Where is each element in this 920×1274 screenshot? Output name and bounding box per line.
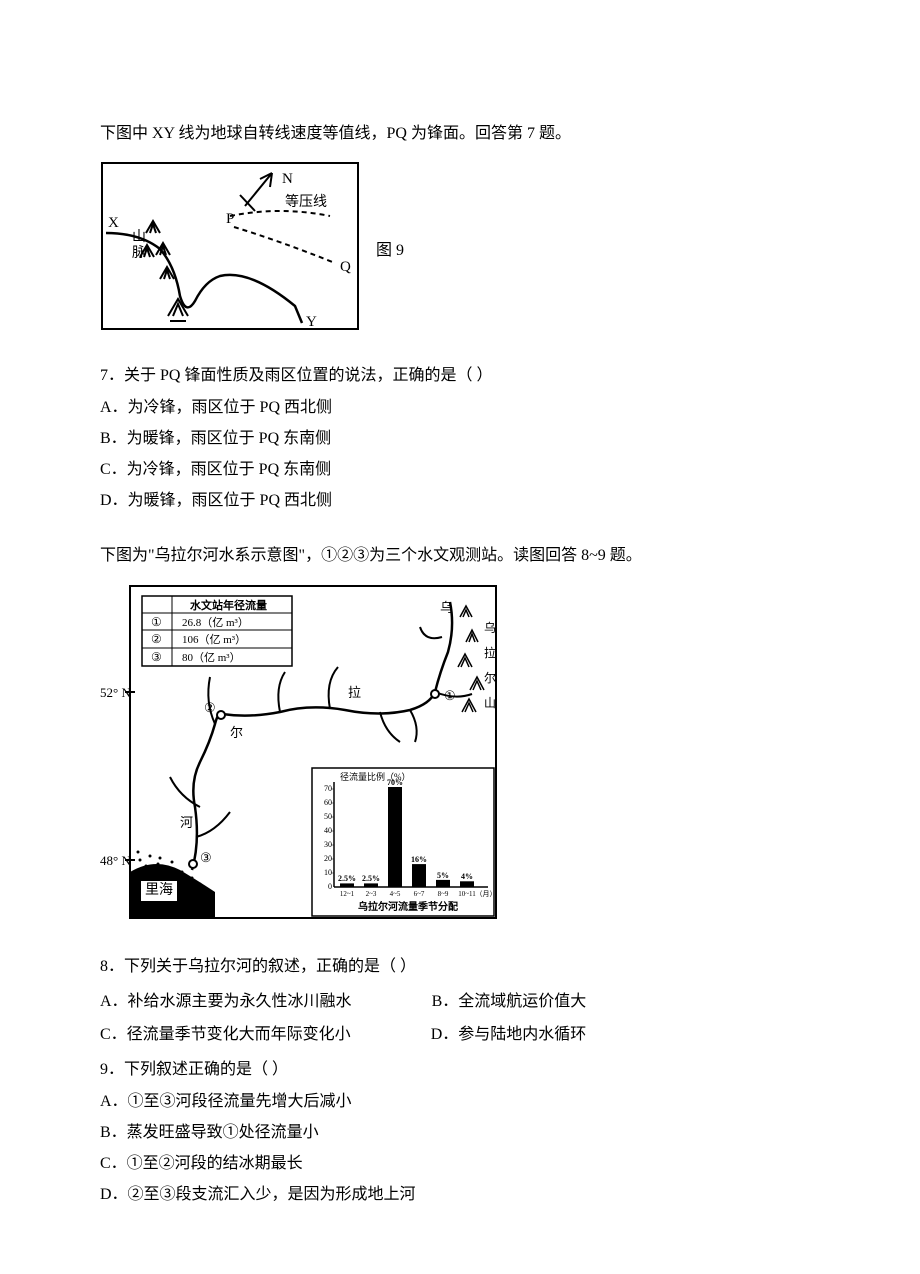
q8-option-b: B．全流域航运价值大	[432, 988, 587, 1017]
svg-text:①: ①	[444, 688, 456, 703]
svg-text:106（亿 m³）: 106（亿 m³）	[182, 633, 246, 646]
svg-text:8~9: 8~9	[438, 890, 449, 898]
svg-text:2~3: 2~3	[366, 890, 377, 898]
q8-stem: 8．下列关于乌拉尔河的叙述，正确的是（ ）	[100, 953, 830, 982]
svg-text:2.5%: 2.5%	[362, 874, 380, 883]
svg-text:70%: 70%	[387, 778, 403, 787]
svg-text:③: ③	[200, 850, 212, 865]
svg-text:尔: 尔	[230, 725, 243, 740]
svg-text:60: 60	[324, 798, 332, 807]
mountain-label: 山	[132, 229, 146, 245]
svg-text:②: ②	[204, 700, 216, 715]
q7-option-c: C．为冷锋，雨区位于 PQ 东南侧	[100, 456, 830, 485]
svg-text:山: 山	[484, 696, 496, 710]
svg-text:脉: 脉	[132, 245, 146, 261]
q7-stem: 7．关于 PQ 锋面性质及雨区位置的说法，正确的是（ ）	[100, 362, 830, 391]
figure-ural-svg: 水文站年径流量 ① 26.8（亿 m³） ② 106（亿 m³） ③ 80（亿 …	[100, 582, 500, 922]
q8-option-a: A．补给水源主要为永久性冰川融水	[100, 988, 352, 1017]
isobar-label: 等压线	[285, 193, 327, 210]
runoff-bar-chart: 径流量比例（%） 0 10 20 30 40 50 60 70	[312, 768, 497, 916]
svg-text:（月）: （月）	[476, 890, 497, 898]
runoff-table: 水文站年径流量 ① 26.8（亿 m³） ② 106（亿 m³） ③ 80（亿 …	[142, 596, 292, 666]
svg-text:拉: 拉	[484, 645, 496, 660]
svg-text:乌: 乌	[440, 600, 453, 615]
svg-text:河: 河	[180, 815, 193, 830]
svg-text:③: ③	[151, 650, 162, 664]
svg-text:50: 50	[324, 812, 332, 821]
p-label: P	[226, 211, 234, 227]
q9-option-c: C．①至②河段的结冰期最长	[100, 1150, 830, 1179]
x-label: X	[108, 215, 119, 231]
svg-text:乌拉尔河流量季节分配: 乌拉尔河流量季节分配	[358, 900, 458, 913]
svg-text:12~1: 12~1	[340, 890, 355, 898]
figure-ural: 水文站年径流量 ① 26.8（亿 m³） ② 106（亿 m³） ③ 80（亿 …	[100, 582, 830, 933]
figure-9-label: 图 9	[376, 237, 404, 266]
svg-text:26.8（亿 m³）: 26.8（亿 m³）	[182, 616, 249, 629]
q7-option-b: B．为暖锋，雨区位于 PQ 东南侧	[100, 425, 830, 454]
svg-text:40: 40	[324, 826, 332, 835]
svg-text:0: 0	[328, 882, 332, 891]
svg-text:①: ①	[151, 615, 162, 629]
q-label: Q	[340, 259, 351, 275]
svg-text:4~5: 4~5	[390, 890, 401, 898]
svg-text:80（亿 m³）: 80（亿 m³）	[182, 651, 241, 664]
figure-9: N X Y 等压线 P Q	[100, 161, 830, 342]
q8-option-c: C．径流量季节变化大而年际变化小	[100, 1021, 351, 1050]
q7-option-d: D．为暖锋，雨区位于 PQ 西北侧	[100, 487, 830, 516]
svg-text:水文站年径流量: 水文站年径流量	[190, 598, 267, 612]
svg-text:拉: 拉	[348, 685, 361, 700]
svg-text:20: 20	[324, 854, 332, 863]
svg-text:70: 70	[324, 784, 332, 793]
y-label: Y	[306, 314, 317, 330]
lat-52: 52° N	[100, 685, 131, 700]
q7-intro: 下图中 XY 线为地球自转线速度等值线，PQ 为锋面。回答第 7 题。	[100, 120, 830, 149]
q9-option-d: D．②至③段支流汇入少，是因为形成地上河	[100, 1181, 830, 1210]
q8-9-intro: 下图为"乌拉尔河水系示意图"，①②③为三个水文观测站。读图回答 8~9 题。	[100, 542, 830, 571]
svg-text:5%: 5%	[437, 871, 449, 880]
q8-option-d: D．参与陆地内水循环	[431, 1021, 587, 1050]
caspian-label: 里海	[140, 880, 178, 902]
svg-text:30: 30	[324, 840, 332, 849]
svg-text:2.5%: 2.5%	[338, 874, 356, 883]
svg-text:10: 10	[324, 868, 332, 877]
q9-option-a: A．①至③河段径流量先增大后减小	[100, 1088, 830, 1117]
lat-48: 48° N	[100, 853, 131, 868]
q9-stem: 9．下列叙述正确的是（ ）	[100, 1056, 830, 1085]
q9-option-b: B．蒸发旺盛导致①处径流量小	[100, 1119, 830, 1148]
figure-9-svg: N X Y 等压线 P Q	[100, 161, 360, 331]
svg-text:6~7: 6~7	[414, 890, 425, 898]
svg-text:②: ②	[151, 632, 162, 646]
svg-text:10~11: 10~11	[458, 890, 476, 898]
svg-text:4%: 4%	[461, 872, 473, 881]
svg-text:乌: 乌	[484, 620, 496, 635]
q7-option-a: A．为冷锋，雨区位于 PQ 西北侧	[100, 394, 830, 423]
svg-text:16%: 16%	[411, 855, 427, 864]
svg-text:尔: 尔	[484, 670, 496, 685]
north-label: N	[282, 171, 293, 187]
